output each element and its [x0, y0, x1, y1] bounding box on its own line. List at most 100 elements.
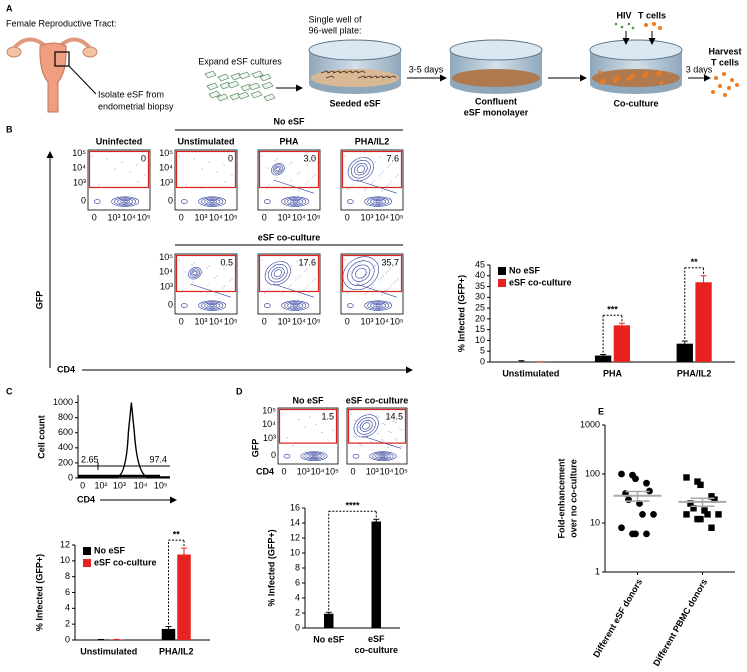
contour — [111, 196, 140, 207]
event — [114, 168, 116, 170]
cell — [659, 81, 663, 85]
contour — [356, 417, 376, 435]
contour — [281, 300, 310, 311]
contour — [346, 303, 354, 308]
tcell — [644, 23, 648, 27]
x-tick-label: 10³ — [361, 212, 374, 222]
step-text: T cells — [711, 57, 739, 67]
gate-value: 2.65 — [81, 454, 99, 464]
legend-label: eSF co-culture — [509, 277, 572, 287]
y-tick-label: 10⁴ — [262, 419, 276, 429]
event — [389, 268, 391, 270]
event — [384, 424, 386, 426]
event — [201, 168, 203, 170]
step-text: Expand eSF cultures — [198, 56, 282, 66]
y-tick-label: 400 — [58, 442, 73, 452]
event — [274, 160, 276, 162]
event — [129, 171, 131, 173]
event — [91, 155, 93, 157]
culture-flask — [251, 70, 264, 79]
point — [708, 524, 715, 531]
event — [207, 284, 209, 286]
tcell — [722, 72, 726, 76]
gate — [258, 150, 320, 189]
event — [348, 169, 350, 171]
event — [380, 173, 382, 175]
event — [216, 171, 218, 173]
event — [281, 413, 283, 415]
event — [390, 431, 392, 433]
contour — [306, 453, 322, 459]
y-tick-label: 40 — [475, 270, 485, 280]
contour — [347, 157, 374, 182]
event — [396, 261, 398, 263]
heading: Female Reproductive Tract: — [6, 18, 117, 28]
event — [290, 180, 292, 182]
event — [374, 161, 376, 163]
step-text: 3-5 days — [409, 64, 444, 74]
x-tick-label: 10⁴ — [209, 316, 223, 326]
y-tick-label: 10⁴ — [159, 266, 173, 276]
y-tick-label: 10⁵ — [72, 148, 86, 158]
contour — [369, 451, 397, 461]
step-text: Single well of — [308, 14, 362, 24]
event — [397, 278, 399, 280]
event — [231, 174, 233, 176]
contour — [263, 199, 271, 204]
event — [223, 268, 225, 270]
gate-value: 7.6 — [386, 153, 399, 163]
x-tick-label: 10⁵ — [390, 316, 404, 326]
event — [267, 271, 269, 273]
event — [224, 181, 226, 183]
event — [344, 155, 346, 157]
event — [381, 294, 383, 296]
contour — [198, 196, 227, 207]
contour — [189, 268, 200, 278]
y-tick-label: 6 — [295, 577, 300, 587]
bar — [371, 521, 381, 628]
event — [379, 156, 381, 158]
contour — [370, 302, 387, 309]
pointer — [68, 65, 97, 95]
y-tick-label: 10⁵ — [262, 406, 276, 416]
axis-title: GFP — [250, 439, 260, 458]
point — [704, 511, 711, 518]
contour — [362, 422, 371, 430]
culture-flask — [204, 70, 217, 79]
event — [372, 267, 374, 269]
event — [347, 188, 349, 190]
gate — [341, 150, 403, 189]
event — [381, 190, 383, 192]
tcell — [727, 86, 731, 90]
contour — [263, 303, 271, 308]
event — [305, 183, 307, 185]
event — [364, 293, 366, 295]
y-tick-label: 0 — [65, 634, 70, 644]
x-tick-label: Unstimulated — [502, 368, 559, 378]
flow-plot — [346, 407, 408, 465]
x-tick-label: 10⁵ — [307, 316, 321, 326]
event — [395, 422, 397, 424]
event — [371, 286, 373, 288]
event — [351, 184, 353, 186]
legend-swatch — [83, 559, 91, 567]
panel-label: B — [6, 124, 13, 134]
dish-top — [589, 39, 683, 61]
event — [314, 174, 316, 176]
axis-title: Cell count — [36, 415, 46, 459]
cell — [631, 73, 635, 77]
panel-label: E — [598, 406, 604, 416]
y-tick-label: 0 — [295, 622, 300, 632]
event — [359, 443, 361, 445]
gate — [278, 408, 338, 444]
contour — [287, 302, 304, 309]
x-tick-label: 10³ — [297, 466, 310, 476]
gate-value: 35.7 — [381, 257, 399, 267]
y-tick-label: 12 — [290, 532, 300, 542]
y-tick-label: 10 — [60, 555, 70, 565]
contour — [375, 304, 381, 307]
event — [305, 287, 307, 289]
x-tick-label: 10⁵ — [224, 316, 238, 326]
event — [297, 277, 299, 279]
